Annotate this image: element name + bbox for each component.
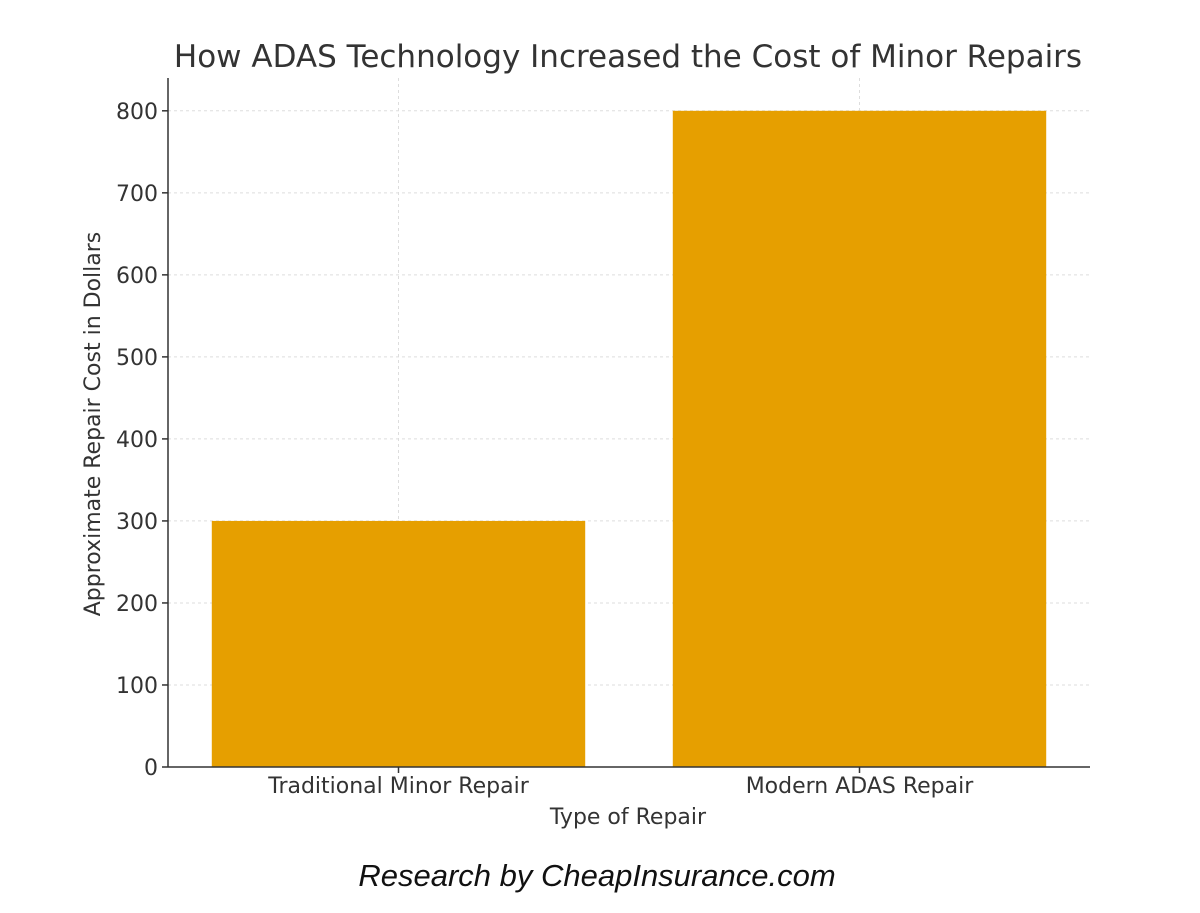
y-tick-label: 800 [116,100,158,125]
x-axis-ticks: Traditional Minor Repair Modern ADAS Repa… [267,767,974,799]
bar [211,520,586,767]
y-tick-label: 200 [116,592,158,617]
y-tick-label: 100 [116,674,158,699]
bar [672,110,1047,768]
y-tick-label: 700 [116,182,158,207]
research-credit: Research by CheapInsurance.com [358,858,835,893]
x-axis-label: Type of Repair [549,805,707,830]
x-tick-label: Traditional Minor Repair [267,774,529,799]
y-tick-label: 0 [144,756,158,781]
y-tick-label: 600 [116,264,158,289]
chart-title: How ADAS Technology Increased the Cost o… [174,39,1082,75]
y-tick-label: 300 [116,510,158,535]
y-axis-ticks: 0 100 200 300 400 500 600 700 800 [116,100,168,781]
y-tick-label: 500 [116,346,158,371]
y-tick-label: 400 [116,428,158,453]
y-axis-label: Approximate Repair Cost in Dollars [81,232,106,617]
bars [211,110,1047,768]
x-tick-label: Modern ADAS Repair [746,774,975,799]
